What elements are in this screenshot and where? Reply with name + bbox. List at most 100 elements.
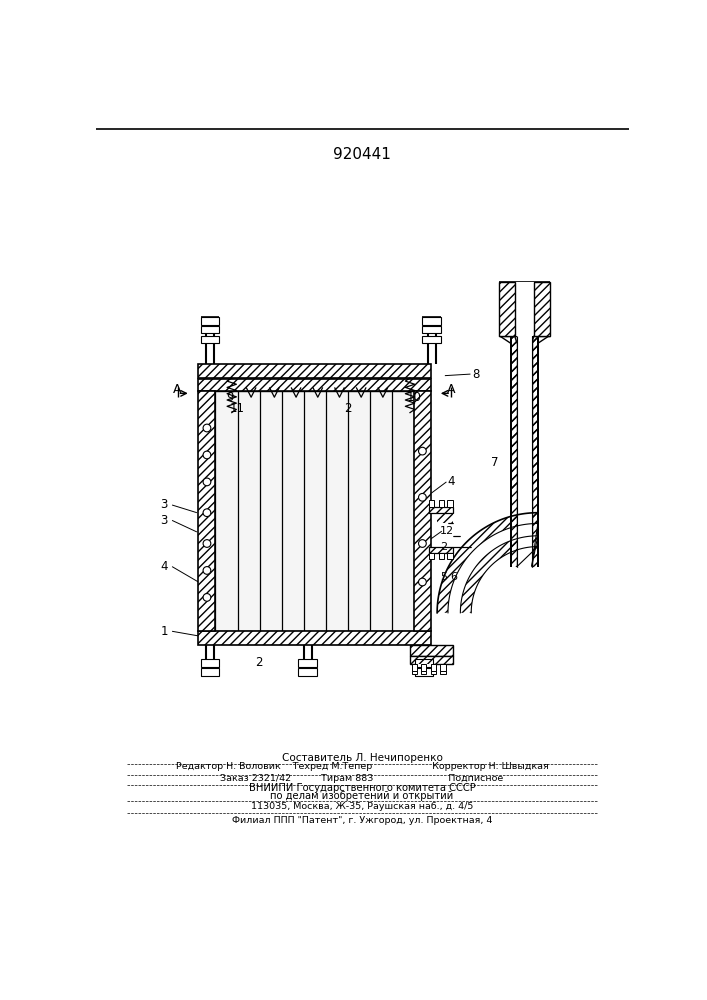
Bar (431, 671, 436, 674)
Bar (437, 513, 452, 523)
Bar (199, 631, 431, 645)
Bar (437, 536, 452, 547)
Text: 10: 10 (407, 391, 421, 404)
Text: 11: 11 (230, 402, 245, 415)
Text: 2: 2 (440, 542, 448, 552)
Text: Составитель Л. Нечипоренко: Составитель Л. Нечипоренко (281, 753, 443, 763)
Circle shape (419, 540, 426, 547)
Bar (532, 336, 538, 567)
Bar (429, 507, 452, 513)
Bar (201, 326, 219, 333)
Bar (199, 379, 431, 391)
Bar (437, 513, 452, 523)
Bar (422, 336, 441, 343)
Text: A: A (447, 383, 455, 396)
Bar (298, 659, 317, 667)
Bar (448, 553, 452, 559)
Bar (510, 336, 517, 490)
Text: 4: 4 (448, 475, 455, 488)
Bar (298, 668, 317, 676)
Text: Филиал ППП "Патент", г. Ужгород, ул. Проектная, 4: Филиал ППП "Патент", г. Ужгород, ул. Про… (232, 816, 492, 825)
Text: 3: 3 (160, 514, 168, 527)
Bar (510, 336, 517, 567)
Bar (534, 282, 549, 336)
Bar (201, 336, 219, 343)
Bar (414, 668, 433, 676)
Bar (410, 645, 452, 656)
Bar (199, 379, 431, 391)
Bar (515, 282, 534, 336)
Bar (422, 317, 441, 325)
Text: 12: 12 (439, 526, 453, 536)
Text: 6: 6 (450, 572, 457, 582)
Circle shape (419, 447, 426, 455)
Bar (411, 671, 417, 674)
Bar (199, 364, 431, 378)
Text: 5: 5 (440, 572, 448, 582)
Bar (422, 326, 441, 333)
Text: по делам изобретений и открытий: по делам изобретений и открытий (270, 791, 454, 801)
Bar (510, 336, 517, 490)
Text: 2: 2 (344, 402, 352, 415)
Bar (411, 664, 417, 671)
Bar (532, 336, 538, 490)
Text: 113035, Москва, Ж-35, Раушская наб., д. 4/5: 113035, Москва, Ж-35, Раушская наб., д. … (251, 802, 473, 811)
Bar (532, 336, 538, 490)
Text: ВНИИПИ Государственного комитета СССР: ВНИИПИ Государственного комитета СССР (249, 783, 475, 793)
Bar (199, 391, 216, 631)
Text: 9: 9 (226, 391, 234, 404)
Text: Заказ 2321/42          Тирам 883                         Подписное: Заказ 2321/42 Тирам 883 Подписное (221, 774, 503, 783)
Bar (437, 536, 452, 547)
Bar (429, 507, 452, 513)
Bar (410, 645, 452, 656)
Polygon shape (437, 513, 538, 613)
Text: 8: 8 (472, 368, 479, 381)
Circle shape (419, 493, 426, 501)
Bar (438, 553, 444, 559)
Bar (448, 500, 452, 507)
Bar (414, 659, 433, 667)
Bar (410, 656, 452, 664)
Text: 7: 7 (491, 456, 498, 469)
Bar (421, 671, 426, 674)
Bar (437, 513, 452, 523)
Bar (510, 336, 517, 567)
Bar (440, 664, 445, 671)
Circle shape (203, 478, 211, 486)
Bar (199, 391, 216, 631)
Bar (499, 282, 515, 336)
Text: 920441: 920441 (333, 147, 391, 162)
Bar (429, 547, 452, 553)
Circle shape (419, 578, 426, 586)
Text: A: A (173, 383, 182, 396)
Circle shape (203, 540, 211, 547)
Bar (534, 282, 549, 336)
Polygon shape (460, 536, 538, 613)
Bar (431, 664, 436, 671)
Bar (499, 282, 515, 336)
Bar (201, 317, 219, 325)
Bar (201, 668, 219, 676)
Circle shape (203, 424, 211, 432)
Bar (199, 631, 431, 645)
Text: 2: 2 (255, 656, 262, 669)
Bar (532, 336, 538, 567)
Bar (440, 671, 445, 674)
Bar (421, 664, 426, 671)
Text: 1: 1 (160, 625, 168, 638)
Bar (429, 547, 452, 553)
Text: Редактор Н. Воловик    Техред М.Тепер                    Корректор Н. Швыдкая: Редактор Н. Воловик Техред М.Тепер Корре… (175, 762, 549, 771)
Bar (199, 364, 431, 378)
Bar (428, 500, 434, 507)
Bar (437, 536, 452, 547)
Bar (201, 659, 219, 667)
Circle shape (203, 594, 211, 601)
Bar (438, 500, 444, 507)
Circle shape (203, 451, 211, 459)
Bar (414, 391, 431, 631)
Circle shape (203, 509, 211, 517)
Bar (517, 336, 532, 567)
Bar (410, 656, 452, 664)
Bar (216, 391, 414, 631)
Text: 4: 4 (160, 560, 168, 573)
